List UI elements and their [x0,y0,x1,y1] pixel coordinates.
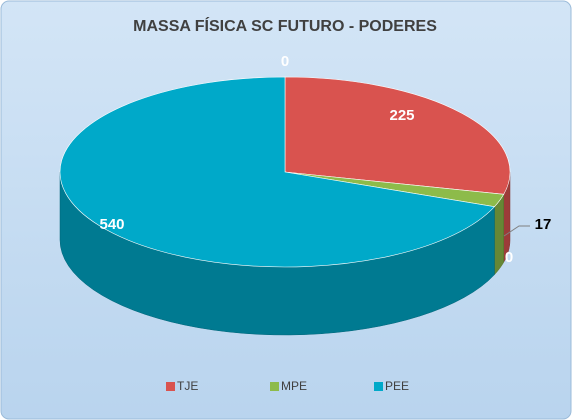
legend-label: PEE [385,379,409,393]
data-label: 225 [389,107,414,124]
chart-title: MASSA FÍSICA SC FUTURO - PODERES [133,16,437,35]
pie-slice-side [494,193,504,276]
data-label: 540 [99,216,124,233]
data-label: 0 [505,249,513,266]
legend-label: MPE [281,379,307,393]
leader-line [503,225,530,237]
legend-swatch [166,382,175,391]
legend-swatch [374,382,383,391]
legend-label: TJE [177,379,198,393]
pie-slice [284,76,511,195]
data-label: 17 [535,216,552,233]
pie-slice [59,76,496,268]
data-label: 0 [281,53,289,70]
legend-swatch [270,382,279,391]
